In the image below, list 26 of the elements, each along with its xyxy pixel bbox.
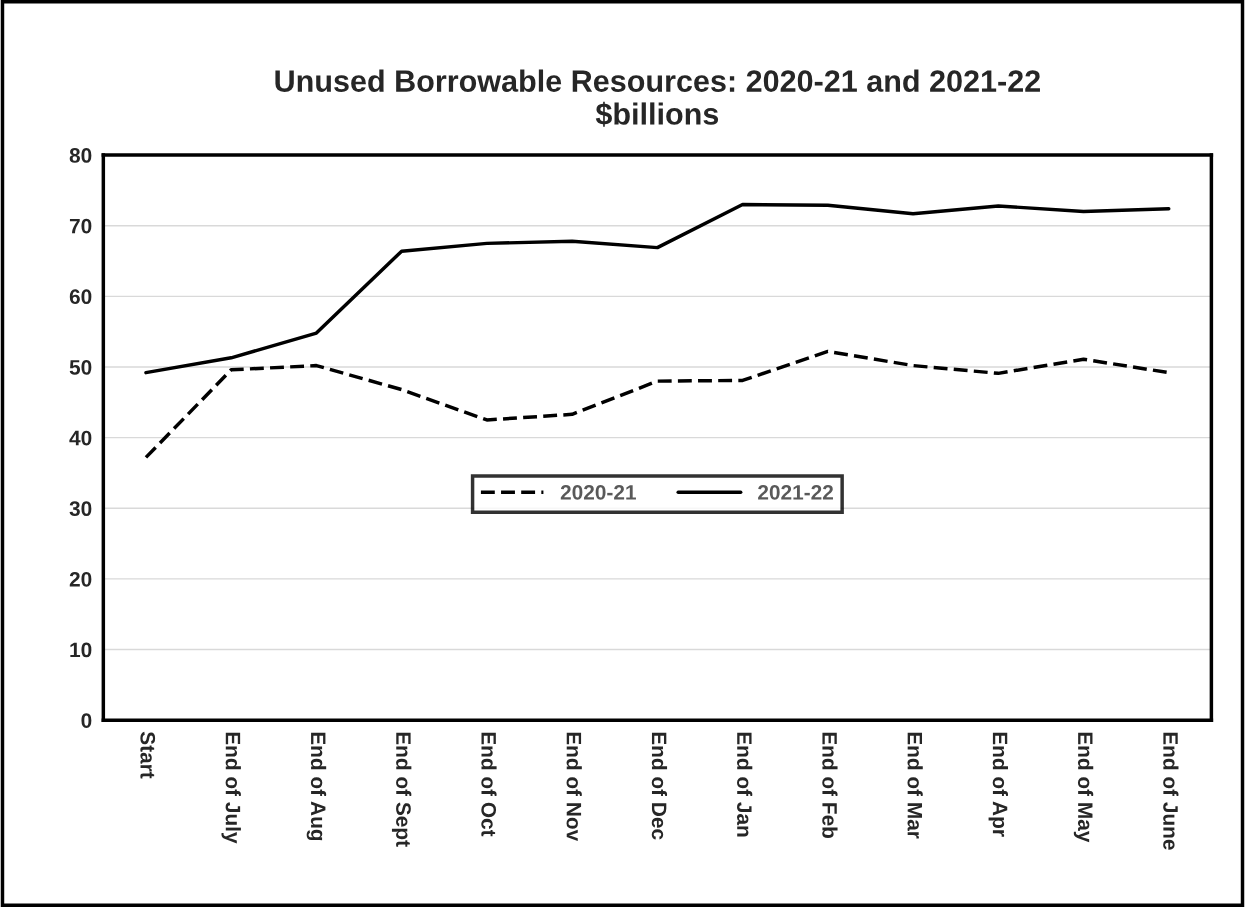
y-tick-label: 70 [69, 218, 92, 234]
legend-label: 2021-22 [758, 484, 833, 500]
x-tick-label: End of Mar [907, 732, 923, 839]
y-tick-label: 10 [70, 642, 92, 658]
x-tick-label: End of Aug [306, 732, 327, 841]
y-tick-label: 0 [81, 713, 92, 728]
x-tick-label: End of Oct [481, 732, 497, 837]
x-tick-label: End of Sept [391, 732, 412, 847]
x-tick-label: End of Feb [822, 732, 838, 839]
x-tick-label: End of Apr [988, 732, 1009, 837]
x-tick-label: End of Jan [737, 732, 753, 837]
x-tick-label: End of Dec [651, 732, 668, 840]
x-tick-label: End of May [1073, 732, 1094, 843]
line-series [144, 202, 1171, 375]
y-tick-label: 50 [69, 360, 92, 375]
y-tick-label: 60 [69, 289, 92, 305]
x-tick-label: Start [140, 731, 156, 779]
x-tick-label: End of July [221, 732, 241, 844]
y-tick-label: 30 [69, 501, 92, 517]
legend-label: 2020-21 [560, 484, 636, 500]
y-tick-label: 80 [69, 148, 92, 163]
y-tick-label: 20 [69, 571, 92, 587]
y-tick-label: 40 [69, 430, 92, 446]
x-tick-label: End of Nov [566, 732, 582, 842]
chart-title: Unused Borrowable Resources: 2020-21 and 2021-22 $billions [275, 69, 1040, 127]
x-tick-label: End of June [1163, 732, 1179, 850]
